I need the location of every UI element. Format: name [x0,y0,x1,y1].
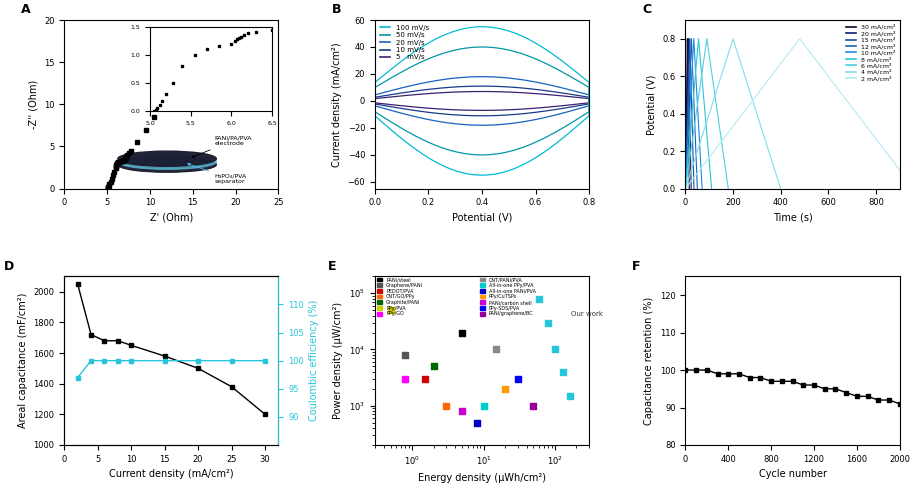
X-axis label: Current density (mA/cm²): Current density (mA/cm²) [109,470,234,480]
Point [526,402,541,409]
Point [498,385,512,393]
X-axis label: Cycle number: Cycle number [758,470,826,480]
Ellipse shape [118,157,217,172]
Point [397,375,412,383]
Legend: CNT/PANi/PVA, All-in-one PPy/PVA, All-in-one PANi/PVA, PPy/CuTSPs, PANi/carbon s: CNT/PANi/PVA, All-in-one PPy/PVA, All-in… [480,277,536,316]
Y-axis label: Areal capacitance (mF/cm²): Areal capacitance (mF/cm²) [17,293,28,428]
Text: PANi/PA/PVA
electrode: PANi/PA/PVA electrode [192,135,252,158]
Point [454,328,469,336]
Point [418,375,432,383]
Y-axis label: Capacitance retention (%): Capacitance retention (%) [644,296,655,425]
Y-axis label: Potential (V): Potential (V) [647,74,657,134]
Text: D: D [5,260,15,272]
Text: C: C [643,4,652,16]
Point [510,375,525,383]
Point [384,306,398,314]
Point [548,346,563,354]
Point [532,294,546,302]
Point [541,318,555,326]
Ellipse shape [118,154,217,170]
X-axis label: Z' (Ohm): Z' (Ohm) [150,213,193,223]
Y-axis label: Current density (mA/cm²): Current density (mA/cm²) [332,42,341,166]
Point [488,346,503,354]
Point [562,392,577,400]
X-axis label: Potential (V): Potential (V) [452,213,512,223]
Y-axis label: Coulombic efficiency (%): Coulombic efficiency (%) [309,300,319,422]
Text: H₃PO₄/PVA
separator: H₃PO₄/PVA separator [187,164,246,184]
Text: E: E [328,260,336,272]
Text: A: A [21,4,31,16]
Point [454,407,469,415]
Text: F: F [632,260,641,272]
Text: B: B [332,4,341,16]
Ellipse shape [118,151,217,166]
X-axis label: Time (s): Time (s) [773,213,812,223]
Y-axis label: -Z'' (Ohm): -Z'' (Ohm) [28,80,39,129]
Point [439,402,453,409]
Point [469,418,484,426]
Legend: 30 mA/cm², 20 mA/cm², 15 mA/cm², 12 mA/cm², 10 mA/cm², 8 mA/cm², 6 mA/cm², 4 mA/: 30 mA/cm², 20 mA/cm², 15 mA/cm², 12 mA/c… [845,23,897,82]
Point [476,402,491,409]
Point [555,368,570,376]
Point [397,351,412,359]
Y-axis label: Power density (μW/cm²): Power density (μW/cm²) [333,302,343,419]
Text: Our work: Our work [571,312,603,318]
Point [426,362,441,370]
Legend: 100 mV/s, 50 mV/s, 20 mV/s, 10 mV/s, 5   mV/s: 100 mV/s, 50 mV/s, 20 mV/s, 10 mV/s, 5 m… [378,24,431,62]
X-axis label: Energy density (μWh/cm²): Energy density (μWh/cm²) [418,472,546,482]
